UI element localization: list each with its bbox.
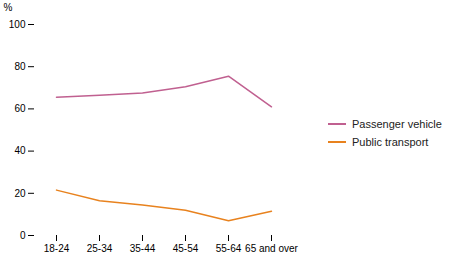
svg-text:55-64: 55-64 [216, 243, 242, 254]
svg-text:0: 0 [20, 230, 26, 241]
svg-text:40: 40 [14, 145, 26, 156]
svg-text:100: 100 [9, 19, 26, 30]
svg-text:18-24: 18-24 [44, 243, 70, 254]
svg-text:60: 60 [14, 103, 26, 114]
svg-text:35-44: 35-44 [130, 243, 156, 254]
svg-text:20: 20 [14, 188, 26, 199]
html-text:Passenger vehicle: Passenger vehicle [352, 117, 442, 130]
svg-text:%: % [4, 2, 13, 13]
svg-text:65 and over: 65 and over [245, 243, 298, 254]
svg-text:80: 80 [14, 61, 26, 72]
svg-text:45-54: 45-54 [173, 243, 199, 254]
html-text:Public transport: Public transport [352, 135, 429, 148]
svg-text:25-34: 25-34 [87, 243, 113, 254]
